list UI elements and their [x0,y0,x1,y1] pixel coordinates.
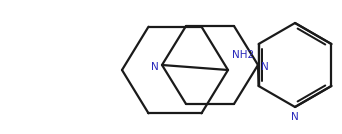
Text: N: N [261,62,269,72]
Text: N: N [291,112,299,122]
Text: N: N [151,62,159,72]
Text: NH2: NH2 [232,50,254,60]
